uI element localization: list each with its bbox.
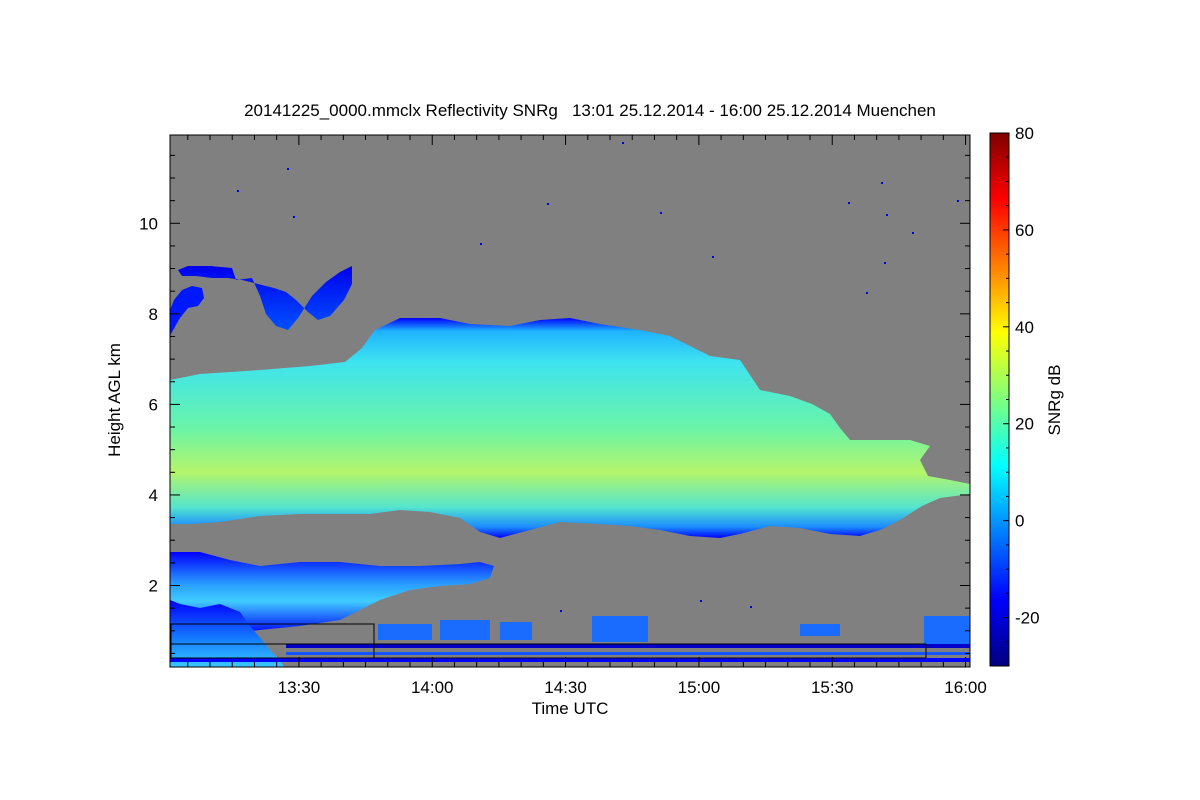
colorbar-tick-label: 0 <box>1015 512 1024 531</box>
y-axis-label: Height AGL km <box>105 343 124 457</box>
x-axis-label: Time UTC <box>532 699 609 718</box>
y-tick-label: 2 <box>149 577 158 596</box>
clutter-patches <box>378 616 970 644</box>
plot-frame <box>169 134 971 668</box>
y-tick-label: 8 <box>149 305 158 324</box>
x-tick-label: 14:00 <box>411 678 454 697</box>
y-tick-label: 10 <box>139 214 158 233</box>
plot-area <box>170 142 970 667</box>
ground-clutter-box <box>170 623 927 659</box>
boundary-layer-strips <box>170 644 970 662</box>
x-tick-label: 13:30 <box>278 678 321 697</box>
x-tick-label: 16:00 <box>944 678 987 697</box>
boundary-clutter-left <box>170 600 284 667</box>
cloud-layer-upper-left-edge <box>170 286 204 336</box>
colorbar-ticks: -20 0 20 40 60 80 <box>1003 124 1040 643</box>
x-tick-label: 15:00 <box>678 678 721 697</box>
colorbar-tick-label: 20 <box>1015 415 1034 434</box>
x-tick-label: 14:30 <box>544 678 587 697</box>
y-tick-label: 6 <box>149 395 158 414</box>
x-tick-label: 15:30 <box>811 678 854 697</box>
cloud-layer-main <box>170 318 970 538</box>
cloud-layer-upper-left <box>178 266 352 330</box>
colorbar-tick-label: 80 <box>1015 124 1034 143</box>
y-tick-label: 4 <box>149 486 158 505</box>
colorbar-tick-label: 40 <box>1015 318 1034 337</box>
colorbar-tick-label: 60 <box>1015 221 1034 240</box>
colorbar-tick-label: -20 <box>1015 609 1040 628</box>
chart-title: 20141225_0000.mmclx Reflectivity SNRg 13… <box>244 101 936 120</box>
colorbar-label: SNRg dB <box>1045 365 1064 436</box>
cloud-layer-low <box>170 552 494 634</box>
axes: 13:30 14:00 14:30 15:00 15:30 16:00 2 4 6 8 10 <box>139 135 987 697</box>
noise-specks <box>237 142 959 612</box>
